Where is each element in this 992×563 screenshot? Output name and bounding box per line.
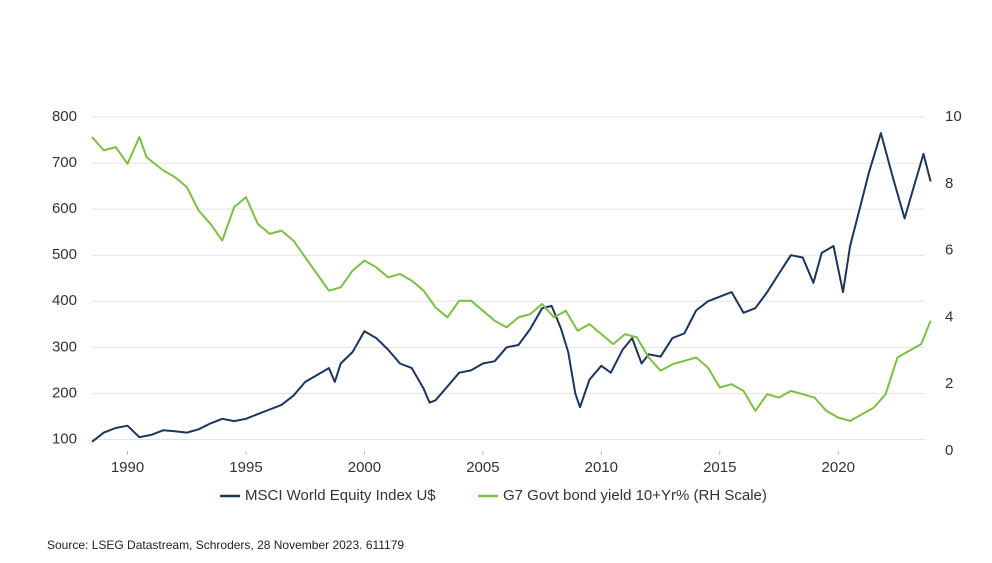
y2-tick-label: 8 [945, 175, 953, 192]
y-tick-label: 700 [52, 154, 77, 171]
y2-tick-label: 4 [945, 308, 953, 325]
x-tick-label: 1995 [229, 459, 262, 476]
x-tick-label: 2020 [822, 459, 855, 476]
y2-tick-label: 2 [945, 375, 953, 392]
y2-tick-label: 10 [945, 108, 962, 125]
x-tick-label: 2005 [466, 459, 499, 476]
y-tick-label: 500 [52, 246, 77, 263]
y-tick-label: 200 [52, 384, 77, 401]
legend-label: MSCI World Equity Index U$ [245, 487, 436, 504]
x-tick-label: 2015 [703, 459, 736, 476]
legend-label: G7 Govt bond yield 10+Yr% (RH Scale) [503, 487, 767, 504]
data-line [91, 132, 932, 443]
y2-tick-label: 6 [945, 242, 953, 259]
source-note: Source: LSEG Datastream, Schroders, 28 N… [47, 538, 404, 552]
y-tick-label: 400 [52, 292, 77, 309]
y-tick-label: 300 [52, 338, 77, 355]
x-tick-label: 1990 [111, 459, 144, 476]
y-tick-label: 600 [52, 200, 77, 217]
data-line [91, 136, 932, 422]
y-tick-label: 100 [52, 430, 77, 447]
x-tick-label: 2010 [585, 459, 618, 476]
y2-tick-label: 0 [945, 442, 953, 459]
x-tick-label: 2000 [348, 459, 381, 476]
y-tick-label: 800 [52, 108, 77, 125]
